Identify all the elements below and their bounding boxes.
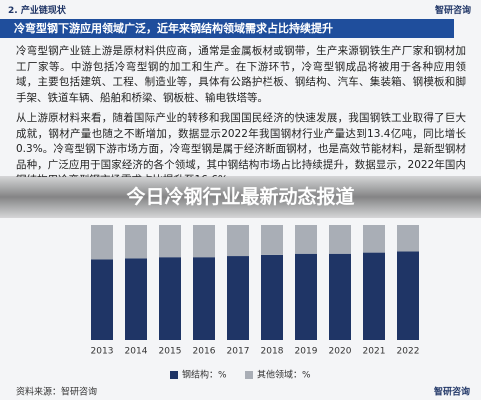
x-tick-label: 2020	[329, 347, 352, 357]
source: 资料来源：智研咨询	[16, 386, 97, 398]
bar	[397, 225, 419, 252]
legend-swatch	[170, 371, 178, 379]
paragraph: 冷弯型钢产业链上游是原材料供应商，通常是金属板材或钢带，生产来源钢铁生产厂家和钢…	[16, 45, 466, 104]
bar	[125, 225, 147, 259]
paragraph: 从上游原材料来看，随着国际产业的转移和我国国民经济的快速发展，我国钢铁工业取得了…	[16, 112, 466, 177]
bar	[91, 225, 113, 260]
section-label: 2. 产业链现状	[8, 6, 66, 16]
bar	[159, 257, 181, 340]
x-tick-label: 2017	[227, 347, 250, 357]
bar	[159, 225, 181, 258]
bar	[397, 251, 419, 340]
bar	[329, 253, 351, 340]
bar	[363, 252, 385, 340]
bar	[125, 258, 147, 340]
bar	[193, 257, 215, 340]
bar	[91, 259, 113, 340]
footer-logo: 智研咨询	[434, 386, 470, 398]
bar	[261, 254, 283, 340]
legend-label: 其他领域：%	[257, 369, 311, 381]
x-tick-label: 2014	[125, 347, 148, 357]
bar	[227, 225, 249, 257]
x-tick-label: 2021	[363, 347, 386, 357]
bar	[261, 225, 283, 255]
bar	[329, 225, 351, 254]
logo: 智研咨询	[434, 6, 471, 16]
x-tick-label: 2019	[295, 347, 318, 357]
bar	[363, 225, 385, 253]
x-tick-label: 2022	[397, 347, 420, 357]
x-tick-label: 2016	[193, 347, 216, 357]
bar	[193, 225, 215, 258]
bar	[295, 225, 317, 254]
legend-label: 钢结构：%	[182, 369, 227, 381]
x-tick-label: 2018	[261, 347, 284, 357]
overlay-title: 今日冷钢行业最新动态报道	[0, 176, 481, 218]
banner: 冷弯型钢下游应用领域广泛，近年来钢结构领域需求占比持续提升	[0, 19, 454, 38]
legend-swatch	[245, 371, 253, 379]
x-tick-label: 2013	[91, 347, 114, 357]
x-tick-label: 2015	[159, 347, 182, 357]
bar	[295, 253, 317, 340]
bar	[227, 256, 249, 340]
